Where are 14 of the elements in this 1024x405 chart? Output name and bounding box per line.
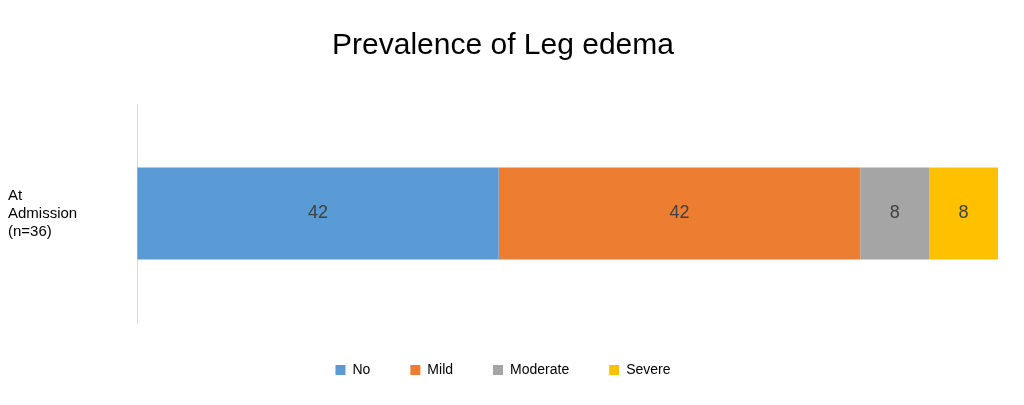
data-label: 8 <box>958 202 969 223</box>
data-label: 42 <box>307 202 328 223</box>
bar <box>929 167 998 260</box>
legend-label: No <box>352 360 371 377</box>
legend-label: Mild <box>427 360 454 377</box>
data-label: 42 <box>669 202 690 223</box>
bar <box>498 167 861 260</box>
y-tick-label: At Admission (n=36) <box>8 185 78 239</box>
chart-title: Prevalence of Leg edema <box>332 27 675 61</box>
legend-label: Severe <box>626 360 671 377</box>
data-label: 8 <box>889 202 900 223</box>
bar <box>860 167 930 260</box>
legend-label: Moderate <box>510 360 570 377</box>
bar <box>137 167 499 260</box>
